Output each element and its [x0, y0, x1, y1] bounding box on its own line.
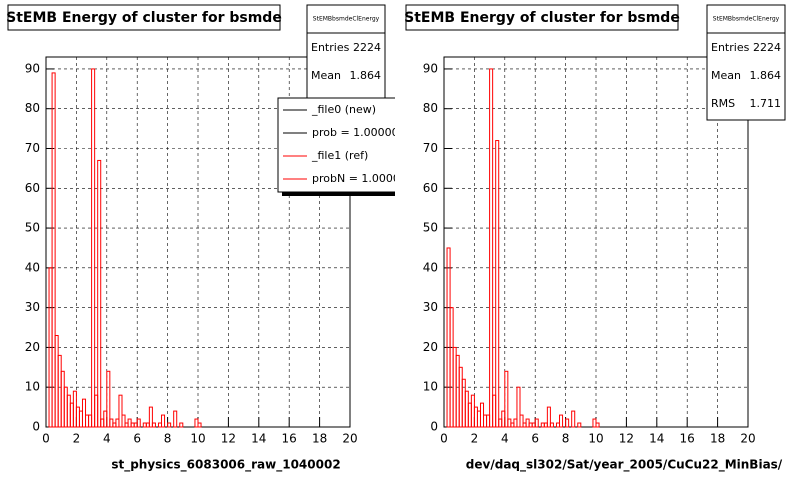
histogram-bar [571, 410, 576, 428]
histogram-bar [97, 159, 102, 428]
x-tick-label: 18 [710, 432, 725, 446]
title-box [7, 4, 281, 31]
stats-label: RMS [711, 97, 735, 110]
histogram-bar [121, 414, 126, 428]
legend-box [277, 97, 395, 193]
histogram-bar [136, 418, 141, 428]
stats-value: 2224 [753, 41, 781, 54]
histogram-bar [577, 422, 582, 428]
histogram-bar [565, 418, 570, 428]
stats-label: Entries [311, 41, 350, 54]
x-tick-label: 20 [740, 432, 755, 446]
y-tick-label: 90 [25, 61, 40, 75]
histogram-bar [197, 422, 202, 428]
x-tick-label: 0 [42, 432, 50, 446]
x-tick-label: 4 [103, 432, 111, 446]
y-tick-label: 10 [25, 380, 40, 394]
stats-title: StEMBbsmdeClEnergy [313, 16, 380, 23]
x-tick-label: 16 [282, 432, 297, 446]
histogram-bar [148, 406, 153, 428]
histogram-bar [81, 398, 87, 428]
histogram-bar [161, 414, 166, 428]
histogram-bar [167, 422, 172, 428]
y-tick-label: 10 [423, 380, 438, 394]
x-tick-label: 14 [649, 432, 664, 446]
x-tick-label: 8 [562, 432, 570, 446]
histogram-bar [173, 410, 178, 428]
histogram-bar [516, 386, 521, 428]
y-tick-label: 30 [423, 300, 438, 314]
histogram-bar [51, 72, 56, 428]
chart-title: StEMB Energy of cluster for bsmde [404, 10, 680, 26]
y-tick-label: 80 [423, 101, 438, 115]
histogram-bar [151, 422, 156, 428]
x-axis-label: st_physics_6083006_raw_1040002 [111, 458, 340, 473]
histogram-bar [504, 370, 509, 428]
histogram-bar [559, 414, 564, 428]
y-tick-label: 40 [423, 260, 438, 274]
stats-label: Mean [311, 69, 341, 82]
legend-label: probN = 1.000000 [312, 172, 395, 185]
x-tick-label: 18 [312, 432, 327, 446]
x-tick-label: 12 [619, 432, 634, 446]
legend-label: _file0 (new) [311, 103, 376, 116]
x-axis-label: dev/daq_sl302/Sat/year_2005/CuCu22_MinBi… [466, 458, 783, 473]
histogram-panel: 0 10 20 30 40 50 60 70 80 90 0 2 4 6 8 10 12 14 16 18 20 dev/… [404, 4, 786, 473]
x-tick-label: 10 [190, 432, 205, 446]
histogram-bar [106, 370, 111, 428]
x-tick-label: 2 [73, 432, 81, 446]
stats-value: 1.711 [750, 97, 782, 110]
stats-label: Entries [711, 41, 750, 54]
x-tick-label: 2 [471, 432, 479, 446]
y-tick-label: 70 [423, 141, 438, 155]
y-tick-label: 40 [25, 260, 40, 274]
stats-title: StEMBbsmdeClEnergy [713, 16, 780, 23]
x-tick-label: 0 [440, 432, 448, 446]
y-tick-label: 30 [25, 300, 40, 314]
x-tick-label: 6 [133, 432, 141, 446]
y-tick-label: 50 [423, 221, 438, 235]
x-tick-label: 4 [501, 432, 509, 446]
y-tick-label: 20 [423, 340, 438, 354]
y-tick-label: 70 [25, 141, 40, 155]
y-tick-label: 0 [430, 420, 438, 434]
y-tick-label: 80 [25, 101, 40, 115]
legend-label: prob = 1.000000 [312, 126, 395, 139]
stats-value: 1.864 [350, 69, 382, 82]
histogram-bar [595, 422, 600, 428]
histogram-bar [519, 414, 524, 428]
legend-label: _file1 (ref) [311, 149, 368, 162]
histogram-bar [489, 68, 494, 428]
x-tick-label: 16 [680, 432, 695, 446]
stats-box [706, 4, 786, 121]
histogram-bar [118, 394, 123, 428]
histogram-bar [91, 68, 96, 428]
x-tick-label: 8 [164, 432, 172, 446]
y-tick-label: 50 [25, 221, 40, 235]
stats-value: 2224 [353, 41, 381, 54]
y-tick-label: 60 [423, 181, 438, 195]
histogram-bar [546, 406, 551, 428]
x-tick-label: 20 [342, 432, 357, 446]
histogram-bar [179, 422, 184, 428]
title-box [405, 4, 679, 31]
stats-value: 1.864 [750, 69, 782, 82]
histogram-bar [495, 140, 500, 428]
x-tick-label: 12 [221, 432, 236, 446]
y-tick-label: 90 [423, 61, 438, 75]
x-tick-label: 14 [251, 432, 266, 446]
histogram-bar [549, 422, 554, 428]
y-tick-label: 0 [32, 420, 40, 434]
y-tick-label: 20 [25, 340, 40, 354]
histogram-bar [534, 418, 539, 428]
chart-title: StEMB Energy of cluster for bsmde [6, 10, 282, 26]
x-tick-label: 6 [531, 432, 539, 446]
stats-label: Mean [711, 69, 741, 82]
x-tick-label: 10 [588, 432, 603, 446]
y-tick-label: 60 [25, 181, 40, 195]
